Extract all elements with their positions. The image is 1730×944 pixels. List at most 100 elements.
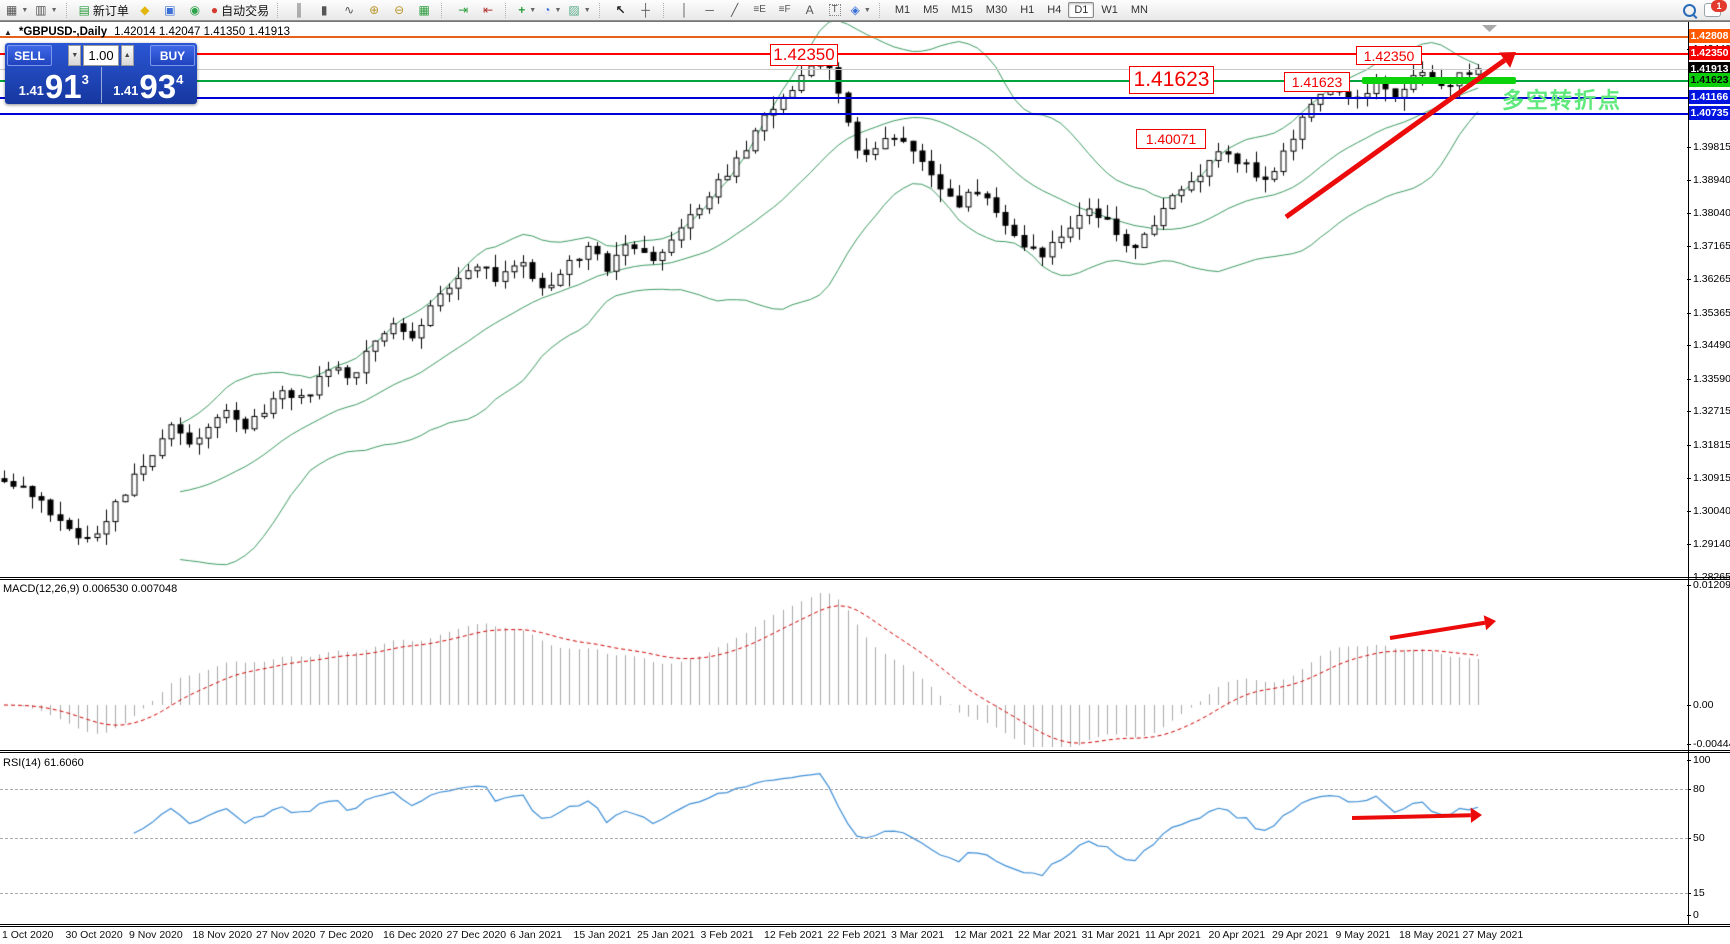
macd-tick: 0.01209: [1687, 579, 1730, 591]
chart-workspace: ▲ *GBPUSD-,Daily 1.42014 1.42047 1.41350…: [0, 21, 1730, 944]
text-icon: A: [805, 3, 814, 17]
signals-button[interactable]: ◉: [183, 2, 207, 19]
macd-canvas[interactable]: [0, 580, 1688, 750]
fibonacci-tool-button[interactable]: ≡F: [773, 2, 797, 19]
timeframe-d1[interactable]: D1: [1068, 2, 1095, 18]
timeframe-m15[interactable]: M15: [951, 4, 973, 16]
sell-button[interactable]: SELL: [7, 45, 52, 66]
pane-separator[interactable]: [0, 750, 1730, 753]
zoom-out-button[interactable]: ⊖: [387, 2, 411, 19]
date-tick: 18 Nov 2020: [192, 929, 253, 941]
toolbar-separator: [662, 2, 668, 18]
pane-separator[interactable]: [0, 577, 1730, 580]
support-highlight-bar[interactable]: [1362, 77, 1516, 84]
price-tick: 1.29140: [1687, 538, 1730, 550]
date-tick: 12 Mar 2021: [954, 929, 1014, 941]
date-tick: 9 Nov 2020: [129, 929, 183, 941]
date-tick: 27 Dec 2020: [446, 929, 507, 941]
profiles-button[interactable]: ▥ ▼: [32, 2, 60, 19]
price-annotation-box[interactable]: 1.41623: [1284, 72, 1350, 92]
new-order-button[interactable]: ▤ 新订单: [78, 3, 129, 18]
cursor-tool-button[interactable]: ↖: [609, 2, 633, 19]
one-click-toggle-icon[interactable]: ▲: [4, 27, 12, 37]
notifications-icon[interactable]: 1: [1704, 0, 1727, 17]
one-click-trading-panel: SELL ▼ 1.00 ▲ BUY 1.41 91 3 1.41 93 4: [5, 43, 197, 104]
date-tick: 22 Feb 2021: [827, 929, 887, 941]
price-annotation-box[interactable]: 1.41623: [1129, 66, 1214, 94]
timeframe-m5[interactable]: M5: [923, 4, 939, 16]
candlestick-mode-button[interactable]: ▮: [312, 2, 336, 19]
price-annotation-box[interactable]: 1.42350: [770, 44, 838, 66]
timeframe-h4[interactable]: H4: [1047, 4, 1062, 16]
chart-shift-icon: ⇤: [483, 3, 494, 17]
horizontal-line-tool-button[interactable]: ─: [698, 2, 722, 19]
buy-button[interactable]: BUY: [150, 45, 195, 66]
price-tick: 1.38940: [1687, 174, 1730, 186]
price-tick: 1.39815: [1687, 141, 1730, 153]
search-icon[interactable]: [1683, 3, 1696, 17]
toolbar-separator: [598, 2, 604, 18]
chevron-down-icon: ▼: [529, 6, 537, 14]
rsi-tick: 50: [1687, 832, 1705, 844]
auto-trading-icon: ●: [210, 3, 219, 17]
price-tag-1.41166: 1.41166: [1689, 90, 1730, 104]
vertical-line-tool-button[interactable]: │: [673, 2, 697, 19]
timeframe-m1[interactable]: M1: [894, 4, 911, 16]
auto-scroll-button[interactable]: ⇥: [451, 2, 475, 19]
volume-increase-button[interactable]: ▲: [120, 45, 134, 66]
date-tick: 9 May 2021: [1335, 929, 1391, 941]
date-tick: 25 Jan 2021: [637, 929, 695, 941]
auto-trading-button[interactable]: ● 自动交易: [210, 3, 270, 18]
price-tick: 1.30040: [1687, 505, 1730, 517]
date-tick: 3 Mar 2021: [891, 929, 945, 941]
date-tick: 20 Apr 2021: [1208, 929, 1266, 941]
pivot-point-text[interactable]: 多空转折点: [1502, 88, 1623, 113]
text-label-tool-button[interactable]: T: [823, 2, 847, 19]
arrows-tool-button[interactable]: ◈ ▼: [848, 2, 874, 19]
templates-button[interactable]: ▨ ▼: [565, 2, 593, 19]
indicators-button[interactable]: + ▼: [515, 2, 539, 19]
sell-price[interactable]: 1.41 91 3: [18, 67, 89, 105]
chart-shift-button[interactable]: ⇤: [476, 2, 500, 19]
tile-windows-button[interactable]: ▦: [412, 2, 436, 19]
volume-decrease-button[interactable]: ▼: [68, 45, 82, 66]
date-tick: 16 Dec 2020: [383, 929, 443, 941]
crosshair-tool-button[interactable]: ┼: [634, 2, 658, 19]
text-tool-button[interactable]: A: [798, 2, 822, 19]
volume-input[interactable]: 1.00: [83, 45, 119, 66]
new-chart-button[interactable]: ▦ ▼: [3, 2, 31, 19]
line-chart-mode-button[interactable]: ∿: [337, 2, 361, 19]
channel-tool-button[interactable]: ≡E: [748, 2, 772, 19]
zoom-in-button[interactable]: ⊕: [362, 2, 386, 19]
timeframe-h1[interactable]: H1: [1020, 4, 1035, 16]
new-order-icon: ▤: [78, 3, 90, 17]
periods-button[interactable]: ◔ ▼: [540, 2, 564, 19]
rsi-tick: 100: [1687, 754, 1711, 766]
ohlc-values: 1.42014 1.42047 1.41350 1.41913: [114, 26, 290, 38]
date-tick: 22 Mar 2021: [1018, 929, 1077, 941]
bar-chart-mode-button[interactable]: ║: [287, 2, 311, 19]
buy-price[interactable]: 1.41 93 4: [100, 67, 196, 103]
price-tick: 1.30915: [1687, 472, 1730, 484]
chevron-down-icon: ▼: [554, 6, 562, 14]
trendline-tool-button[interactable]: ╱: [723, 2, 747, 19]
toolbar-separator: [441, 2, 446, 18]
clock-icon: ◔: [543, 3, 551, 17]
rsi-label: RSI(14) 61.6060: [3, 757, 84, 769]
price-tick: 1.34490: [1687, 339, 1730, 351]
pane-separator[interactable]: [0, 924, 1730, 927]
timeframe-mn[interactable]: MN: [1130, 4, 1148, 16]
price-annotation-box[interactable]: 1.42350: [1356, 46, 1422, 65]
mql-community-button[interactable]: ◆: [133, 2, 157, 19]
rsi-level-line: [0, 893, 1688, 894]
price-tick: 1.33590: [1687, 373, 1730, 385]
rsi-level-line: [0, 789, 1688, 790]
price-annotation-box[interactable]: 1.40071: [1136, 129, 1206, 149]
timeframe-w1[interactable]: W1: [1101, 4, 1118, 16]
timeframe-m30[interactable]: M30: [985, 4, 1008, 16]
price-tag-1.41913: 1.41913: [1689, 62, 1730, 76]
terminal-button[interactable]: ▣: [158, 2, 182, 19]
fibonacci-icon: ≡F: [778, 4, 791, 15]
price-chart-canvas[interactable]: [0, 22, 1688, 577]
arrows-icon: ◈: [850, 3, 860, 17]
